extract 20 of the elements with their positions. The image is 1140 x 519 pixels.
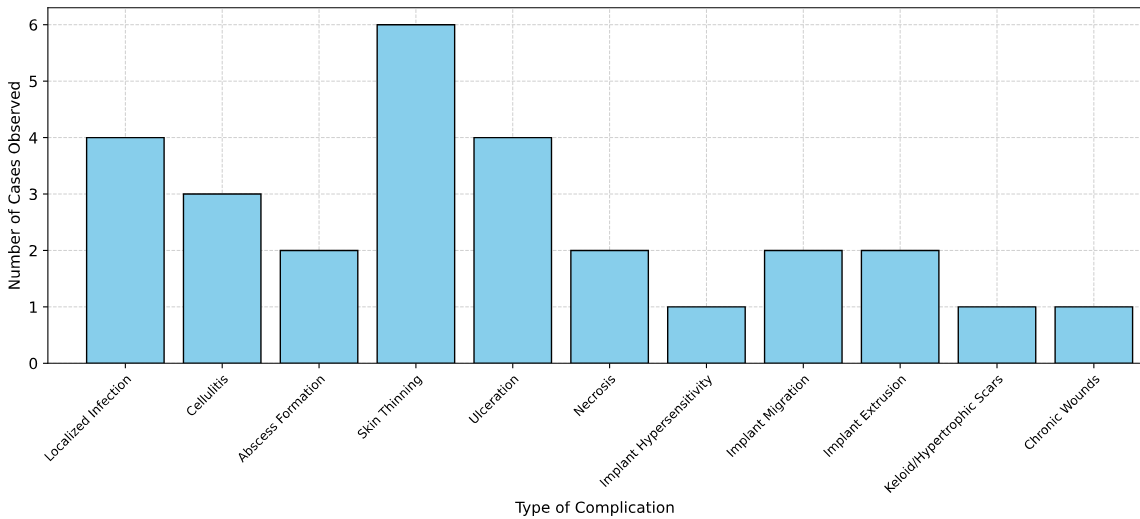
y-tick-label: 0 bbox=[29, 357, 38, 370]
y-tick-label: 1 bbox=[30, 301, 37, 313]
y-tick-label: 5 bbox=[29, 75, 37, 88]
bar bbox=[473, 136, 553, 364]
bar bbox=[182, 193, 262, 364]
bar bbox=[860, 249, 940, 364]
y-tick-label: 4 bbox=[29, 132, 38, 144]
bar bbox=[763, 249, 843, 364]
y-tick-label: 6 bbox=[29, 19, 38, 31]
bar bbox=[376, 24, 456, 364]
y-tick-label: 2 bbox=[29, 244, 37, 257]
bar bbox=[570, 249, 650, 364]
bar bbox=[279, 249, 359, 364]
bar bbox=[85, 136, 165, 364]
bar bbox=[1054, 306, 1134, 364]
y-axis-title: Number of Cases Observed bbox=[8, 82, 20, 289]
bar bbox=[957, 306, 1037, 364]
x-axis-title: Type of Complication bbox=[515, 501, 674, 516]
y-tick-label: 3 bbox=[29, 188, 37, 201]
bar bbox=[667, 306, 746, 364]
